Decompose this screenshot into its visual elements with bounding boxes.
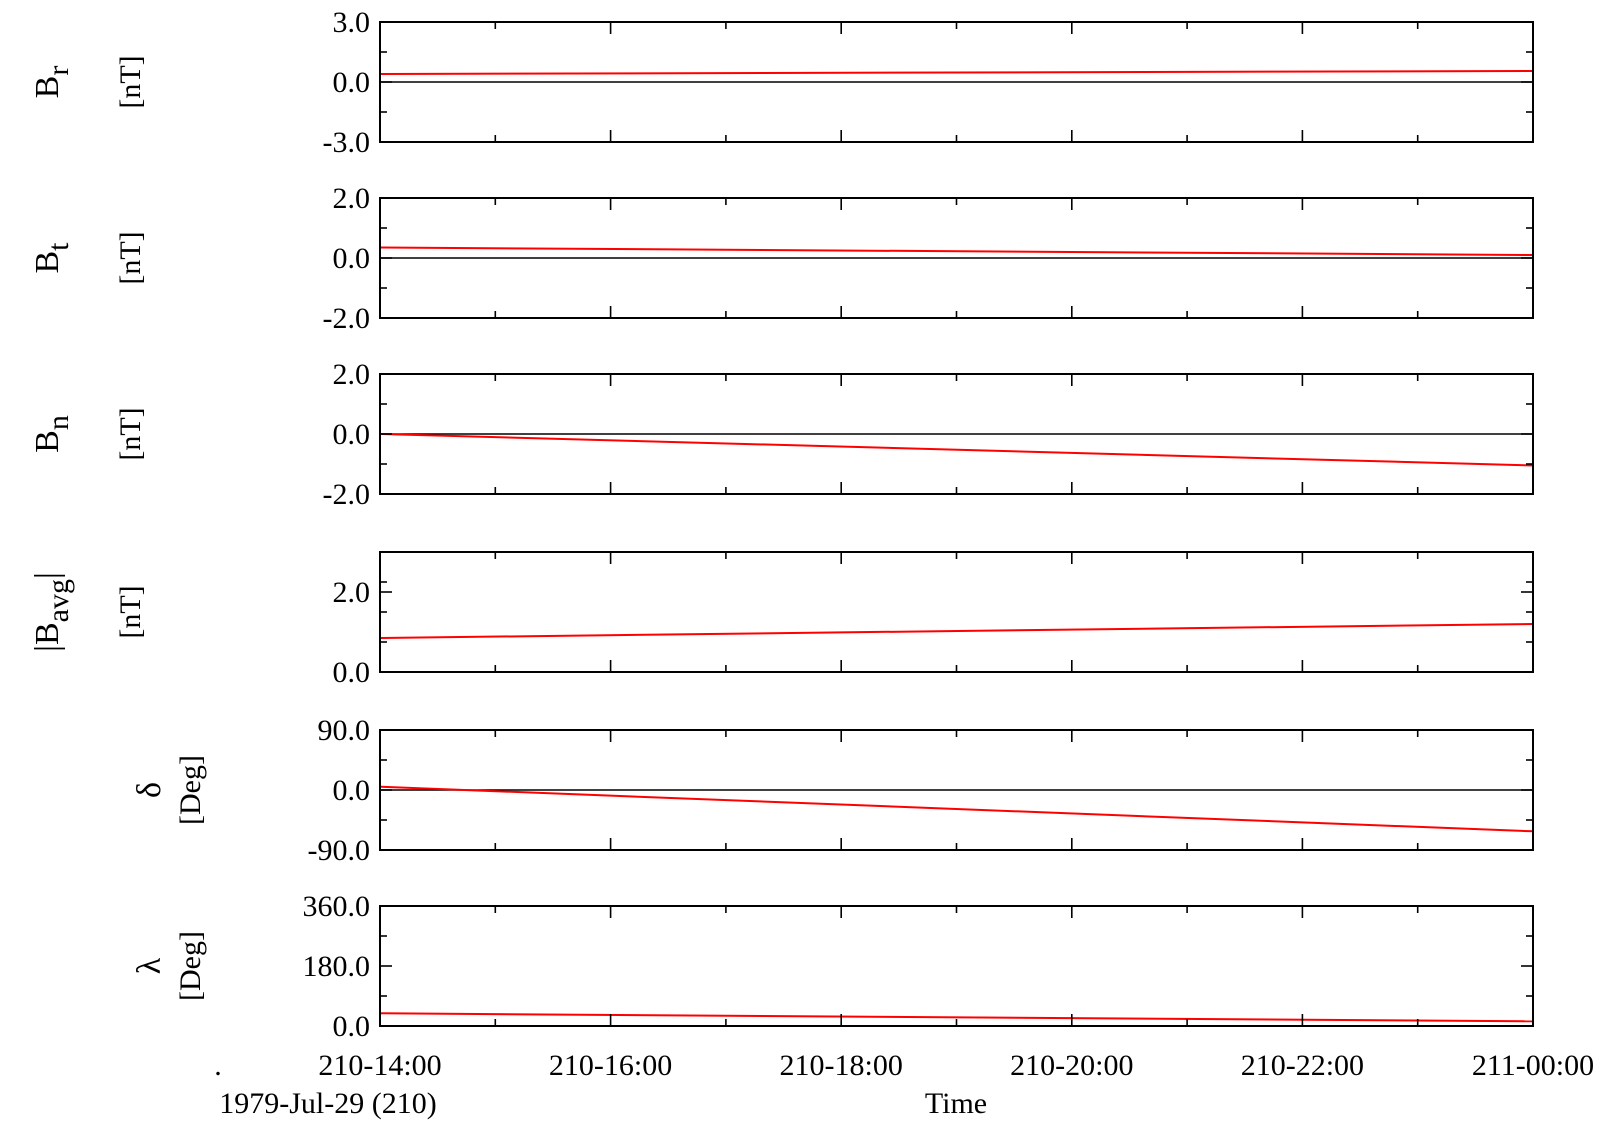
y-tick-label: 0.0 <box>333 774 371 807</box>
series-line-1 <box>379 785 1534 833</box>
y-tick-label: -2.0 <box>323 302 371 335</box>
x-axis-title: Time <box>925 1087 987 1120</box>
series-line-1 <box>379 246 1534 256</box>
panels-group: 3.0 0.0 -3.0 Br [nT] 2.0 0.0 -2.0 Bt [nT] 2.0 0.0 -2… <box>29 6 1534 1043</box>
x-tick-label: 210-14:00 <box>318 1049 441 1082</box>
x-tick-label: 210-22:00 <box>1241 1049 1364 1082</box>
y-tick-label: 2.0 <box>333 358 371 391</box>
y-tick-label: 0.0 <box>333 242 371 275</box>
panel-frame <box>379 551 1534 673</box>
panel-1: 3.0 0.0 -3.0 Br [nT] <box>29 6 1534 159</box>
y-tick-label: -2.0 <box>323 478 371 511</box>
y-tick-label: -90.0 <box>308 834 371 867</box>
y-axis-unit: [nT] <box>114 407 147 460</box>
series-line-1 <box>379 70 1534 75</box>
y-tick-label: 2.0 <box>333 182 371 215</box>
y-tick-label: 0.0 <box>333 1010 371 1043</box>
y-tick-label: 0.0 <box>333 66 371 99</box>
y-axis-label: |Bavg| <box>29 572 75 652</box>
y-axis-unit: [Deg] <box>174 755 207 825</box>
y-axis-label: Br <box>29 66 75 99</box>
y-axis-unit: [Deg] <box>174 931 207 1001</box>
y-tick-label: 0.0 <box>333 418 371 451</box>
y-tick-label: 360.0 <box>303 890 371 923</box>
panel-4: 2.0 0.0 |Bavg| [nT] <box>29 551 1534 689</box>
x-tick-labels: 210-14:00 210-16:00 210-18:00 210-20:00 210-… <box>318 1049 1594 1082</box>
panel-3: 2.0 0.0 -2.0 Bn [nT] <box>29 358 1534 511</box>
y-tick-label: -3.0 <box>323 126 371 159</box>
series-line-1 <box>379 1012 1534 1023</box>
series-line-1 <box>379 623 1534 639</box>
y-tick-label: 2.0 <box>333 576 371 609</box>
y-axis-unit: [nT] <box>114 585 147 638</box>
panel-frame <box>379 905 1534 1027</box>
x-tick-label: 211-00:00 <box>1472 1049 1594 1082</box>
panel-5: 90.0 0.0 -90.0 δ [Deg] <box>131 714 1534 867</box>
y-tick-label: 0.0 <box>333 656 371 689</box>
y-tick-label: 3.0 <box>333 6 371 39</box>
y-axis-label: λ <box>131 957 168 974</box>
y-tick-label: 180.0 <box>303 950 371 983</box>
date-label: 1979-Jul-29 (210) <box>219 1087 436 1120</box>
panel-6: 360.0 180.0 0.0 λ [Deg] <box>131 890 1534 1043</box>
y-axis-label: Bt <box>29 242 75 274</box>
y-tick-label: 90.0 <box>318 714 371 747</box>
y-axis-unit: [nT] <box>114 55 147 108</box>
x-tick-label: 210-18:00 <box>780 1049 903 1082</box>
x-tick-label: 210-20:00 <box>1010 1049 1133 1082</box>
series-line-1 <box>379 433 1534 467</box>
y-axis-unit: [nT] <box>114 231 147 284</box>
panel-2: 2.0 0.0 -2.0 Bt [nT] <box>29 182 1534 335</box>
corner-mark: . <box>214 1049 222 1082</box>
y-axis-label: Bn <box>29 415 75 453</box>
x-tick-label: 210-16:00 <box>549 1049 672 1082</box>
y-axis-label: δ <box>131 782 168 798</box>
